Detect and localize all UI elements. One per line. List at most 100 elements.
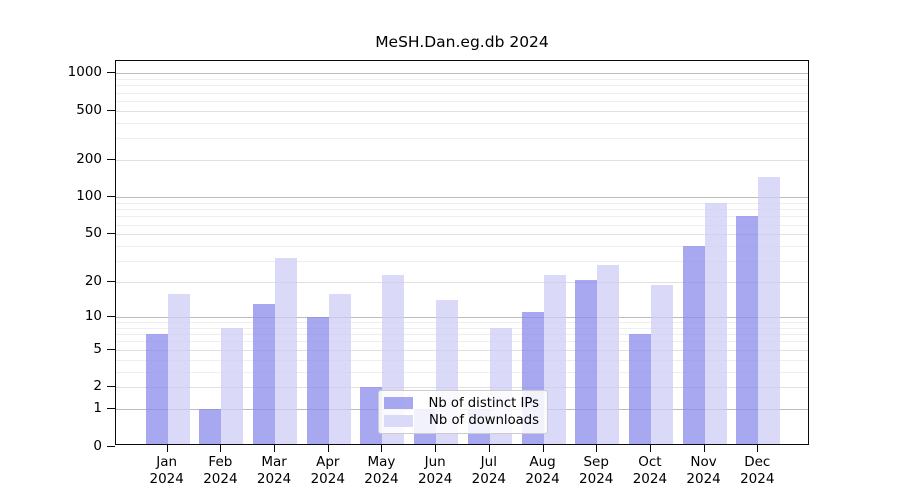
chart-title: MeSH.Dan.eg.db 2024	[375, 33, 549, 51]
legend-label: Nb of distinct IPs	[428, 395, 539, 411]
x-tick-mark	[381, 445, 383, 452]
x-tick-year: 2024	[149, 471, 184, 487]
x-tick-year: 2024	[686, 471, 721, 487]
x-tick-mark	[166, 445, 168, 452]
x-tick-year: 2024	[525, 471, 560, 487]
x-tick-mark	[435, 445, 437, 452]
x-tick-month: Mar	[261, 454, 287, 470]
minor-gridline	[116, 327, 808, 329]
bar-downloads	[221, 327, 244, 445]
x-tick-month: Oct	[638, 454, 662, 470]
y-tick-label: 20	[84, 273, 102, 290]
bar-downloads	[167, 293, 190, 445]
bar-downloads	[597, 264, 620, 445]
y-tick-label: 1000	[67, 64, 102, 81]
y-tick-label: 100	[76, 188, 102, 205]
x-tick-year: 2024	[579, 471, 614, 487]
tick-gridline	[116, 197, 808, 199]
x-tick-label: Nov 2024	[674, 454, 734, 488]
tick-gridline	[116, 349, 808, 351]
minor-gridline	[116, 261, 808, 263]
y-tick-label: 5	[93, 340, 102, 357]
x-tick-mark	[649, 445, 651, 452]
legend-swatch-downloads-icon	[384, 414, 413, 427]
bar-downloads	[650, 284, 673, 445]
bar-distinct-ips	[682, 245, 705, 445]
x-tick-month: Jan	[156, 454, 178, 470]
tick-gridline	[116, 73, 808, 75]
x-tick-month: Nov	[690, 454, 717, 470]
x-tick-month: Jun	[424, 454, 446, 470]
bar-downloads	[275, 257, 298, 445]
minor-gridline	[116, 322, 808, 324]
x-tick-year: 2024	[632, 471, 668, 487]
y-tick-mark	[107, 348, 115, 350]
minor-gridline	[116, 371, 808, 373]
legend-label: Nb of downloads	[429, 413, 539, 429]
x-tick-mark	[542, 445, 544, 452]
x-tick-label: Aug 2024	[513, 454, 573, 488]
minor-gridline	[116, 79, 808, 81]
x-tick-label: Apr 2024	[298, 454, 358, 488]
x-tick-label: Jun 2024	[405, 454, 465, 488]
x-tick-year: 2024	[310, 471, 345, 487]
minor-gridline	[116, 138, 808, 140]
x-tick-label: May 2024	[351, 454, 411, 488]
x-tick-month: Jul	[480, 454, 497, 470]
plot-area	[115, 60, 809, 445]
tick-gridline	[116, 387, 808, 389]
minor-gridline	[116, 209, 808, 211]
minor-gridline	[116, 224, 808, 226]
x-tick-mark	[274, 445, 276, 452]
bar-downloads	[758, 177, 781, 445]
x-tick-year: 2024	[203, 471, 238, 487]
minor-gridline	[116, 359, 808, 361]
bar-distinct-ips	[306, 317, 329, 445]
minor-gridline	[116, 334, 808, 336]
y-tick-label: 10	[84, 308, 102, 324]
minor-gridline	[116, 202, 808, 204]
y-tick-label: 50	[84, 225, 102, 242]
x-tick-month: Dec	[744, 454, 771, 470]
legend: Nb of distinct IPs Nb of downloads	[378, 390, 548, 434]
y-tick-mark	[107, 408, 115, 410]
y-tick-mark	[107, 316, 115, 317]
x-tick-year: 2024	[364, 471, 399, 487]
y-tick-mark	[107, 159, 115, 161]
x-tick-month: Sep	[583, 454, 609, 470]
y-tick-mark	[107, 233, 115, 235]
bar-distinct-ips	[575, 279, 598, 445]
minor-gridline	[116, 122, 808, 124]
x-tick-year: 2024	[417, 471, 453, 487]
bar-distinct-ips	[253, 303, 276, 445]
bar-distinct-ips	[360, 387, 383, 445]
y-tick-label: 0	[93, 437, 102, 454]
y-tick-mark	[107, 445, 115, 447]
y-tick-mark	[107, 386, 115, 388]
x-tick-month: Aug	[529, 454, 556, 470]
minor-gridline	[116, 216, 808, 218]
minor-gridline	[116, 92, 808, 94]
bar-downloads	[328, 293, 351, 445]
bar-downloads	[704, 202, 727, 445]
x-tick-year: 2024	[740, 471, 775, 487]
x-tick-month: Apr	[316, 454, 340, 470]
x-tick-month: May	[367, 454, 396, 470]
x-tick-mark	[220, 445, 222, 452]
y-tick-label: 200	[76, 151, 102, 168]
minor-gridline	[116, 341, 808, 343]
x-tick-label: Jan 2024	[137, 454, 197, 488]
legend-item-downloads: Nb of downloads	[384, 413, 539, 428]
x-tick-label: Mar 2024	[244, 454, 304, 488]
x-tick-label: Dec 2024	[727, 454, 787, 488]
y-tick-mark	[107, 72, 115, 74]
y-tick-label: 2	[93, 378, 102, 395]
legend-item-distinct-ips: Nb of distinct IPs	[384, 396, 539, 411]
tick-gridline	[116, 282, 808, 284]
minor-gridline	[116, 100, 808, 102]
y-tick-label: 500	[76, 101, 102, 118]
y-tick-mark	[107, 109, 115, 111]
tick-gridline	[116, 110, 808, 112]
tick-gridline	[116, 160, 808, 162]
